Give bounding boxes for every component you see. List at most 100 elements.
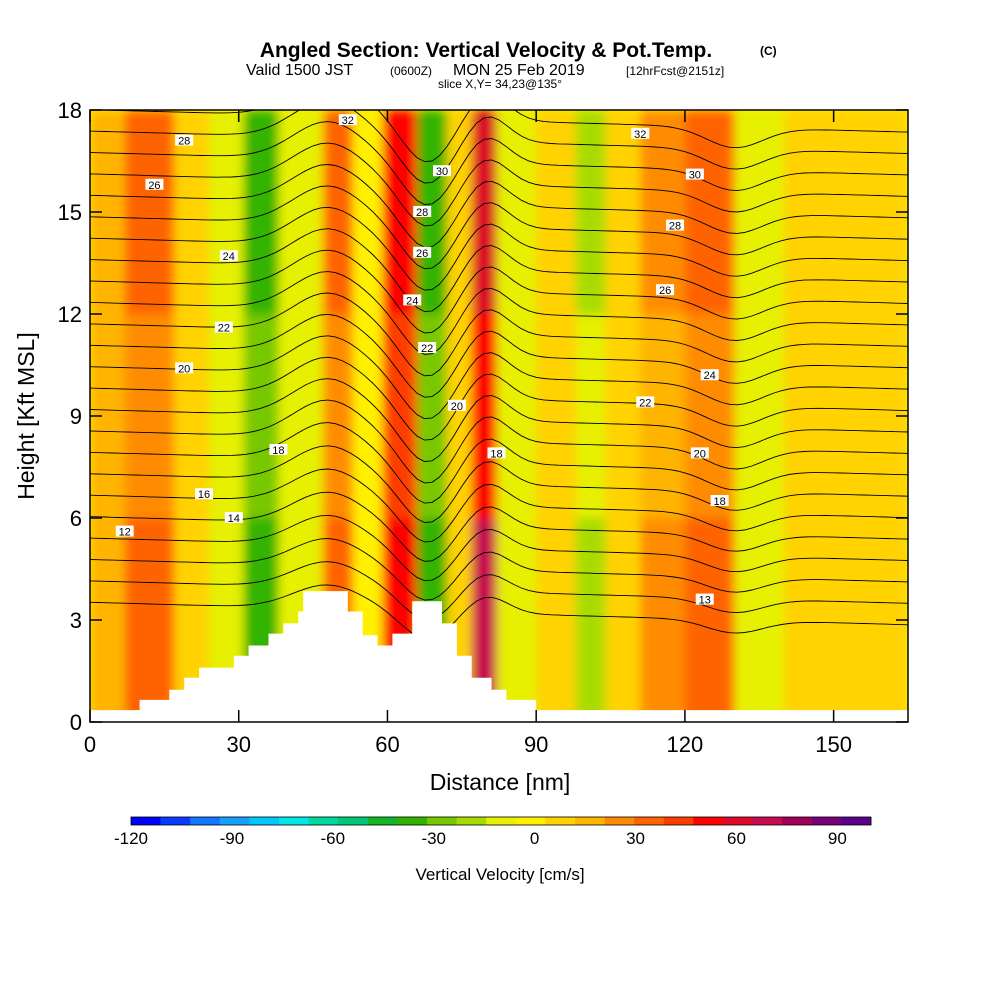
contour-label-background: [195, 488, 214, 500]
y-axis-ticks: 0 3 6 9 12 15 18: [58, 98, 908, 735]
contour-label-text: 28: [178, 136, 190, 148]
colorbar-tick-label: 90: [828, 829, 847, 848]
contour-label-background: [487, 447, 506, 459]
contour-label: 22: [418, 342, 437, 355]
pot-temp-contour: [90, 121, 908, 205]
pot-temp-contour: [90, 249, 908, 334]
colorbar-segment: [782, 817, 813, 825]
pot-temp-contour: [90, 468, 908, 543]
contour-label: 26: [413, 246, 432, 260]
contour-label-background: [665, 219, 684, 231]
colorbar-tick-labels: -120 -90 -60 -30 0 30 60 90: [114, 829, 847, 848]
pot-temp-contours: [90, 110, 908, 640]
contour-label: 22: [636, 396, 655, 409]
contour-label-text: 22: [639, 397, 651, 409]
contour-label-background: [636, 396, 655, 408]
contour-label-text: 13: [699, 595, 711, 607]
contour-label: 18: [487, 447, 506, 460]
colorbar-tick-label: 60: [727, 829, 746, 848]
velocity-cell: [496, 314, 537, 518]
contour-label-background: [145, 178, 164, 190]
contour-label: 20: [175, 362, 194, 375]
contour-label-background: [338, 114, 357, 126]
pot-temp-contour: [90, 110, 908, 184]
x-tick-label: 90: [524, 732, 548, 757]
contour-label: 13: [695, 593, 714, 607]
velocity-cell: [536, 518, 576, 722]
chart-subtitle-forecast: [12hrFcst@2151z]: [626, 64, 724, 78]
colorbar-segment: [160, 817, 191, 825]
chart-slice-label: slice X,Y= 34,23@135°: [438, 77, 562, 91]
velocity-cell: [575, 314, 606, 518]
colorbar-segment: [249, 817, 280, 825]
colorbar-frame: [130, 816, 872, 826]
y-tick-label: 0: [70, 710, 82, 735]
contour-label-text: 28: [416, 207, 428, 219]
x-tick-label: 60: [375, 732, 399, 757]
colorbar-tick-label: 30: [626, 829, 645, 848]
colorbar-segment: [338, 817, 369, 825]
colorbar-segment: [486, 817, 517, 825]
contour-label: 18: [269, 444, 288, 457]
pot-temp-contour: [90, 561, 908, 620]
contour-label-background: [418, 342, 437, 353]
y-tick-label: 12: [58, 302, 82, 327]
colorbar-tick-label: -60: [321, 829, 346, 848]
contour-label-text: 22: [421, 343, 433, 355]
colorbar-tick-label: -30: [421, 829, 446, 848]
colorbar-segment: [279, 817, 309, 825]
contour-label-background: [219, 250, 238, 262]
velocity-cell: [323, 110, 353, 314]
contour-label-background: [447, 399, 466, 411]
velocity-shading: [90, 110, 908, 722]
velocity-cell: [784, 110, 844, 314]
contour-label: 26: [656, 284, 675, 297]
colorbar-segment: [663, 817, 694, 825]
colorbar-segment: [634, 817, 665, 825]
velocity-cell: [784, 518, 844, 722]
pot-temp-contour: [90, 228, 908, 313]
contour-label: 28: [413, 206, 432, 219]
colorbar-segment: [515, 817, 546, 825]
colorbar-tick-label: -90: [220, 829, 245, 848]
chart-subtitle-utc: (0600Z): [390, 64, 432, 78]
contour-label-text: 26: [416, 248, 428, 260]
contour-label: 22: [214, 321, 233, 335]
contour-label: 24: [700, 369, 719, 382]
colorbar-segment: [308, 817, 339, 825]
velocity-cell: [684, 110, 735, 314]
contour-label: 20: [447, 399, 466, 413]
velocity-cell: [323, 314, 353, 518]
contour-label-text: 30: [689, 170, 701, 182]
contour-label-background: [413, 206, 432, 217]
contour-label-background: [695, 593, 714, 605]
colorbar-segment: [219, 817, 250, 825]
y-tick-label: 6: [70, 506, 82, 531]
velocity-cell: [575, 518, 606, 722]
contour-label: 24: [219, 250, 238, 263]
y-axis-label: Height [Kft MSL]: [13, 332, 39, 499]
contour-label: 32: [631, 127, 650, 141]
contour-label-text: 20: [178, 363, 190, 375]
colorbar-segment: [545, 817, 576, 825]
velocity-cell: [536, 314, 576, 518]
velocity-cell: [471, 110, 497, 314]
pot-temp-contour-labels: 12 14 16 18 20 22 24 26 28 32 30 28 26 24 22 20 18 32 30 28…: [115, 114, 729, 607]
pot-temp-contour: [90, 313, 908, 398]
chart-title-unit: (C): [760, 44, 777, 58]
chart-subtitle-valid: Valid 1500 JST: [246, 62, 354, 79]
colorbar-segment: [693, 817, 724, 825]
contour-label: 12: [115, 525, 134, 539]
pot-temp-contour: [90, 445, 908, 523]
pot-temp-contour: [90, 206, 908, 291]
colorbar-segment: [723, 817, 753, 825]
x-tick-label: 150: [815, 732, 852, 757]
pot-temp-contour: [90, 142, 908, 227]
pot-temp-contour: [90, 399, 908, 484]
contour-label: 26: [145, 178, 164, 192]
velocity-cell: [496, 110, 537, 314]
contour-label-text: 16: [198, 489, 210, 501]
chart-subtitle-date: MON 25 Feb 2019: [453, 62, 585, 79]
contour-label-background: [432, 165, 451, 177]
